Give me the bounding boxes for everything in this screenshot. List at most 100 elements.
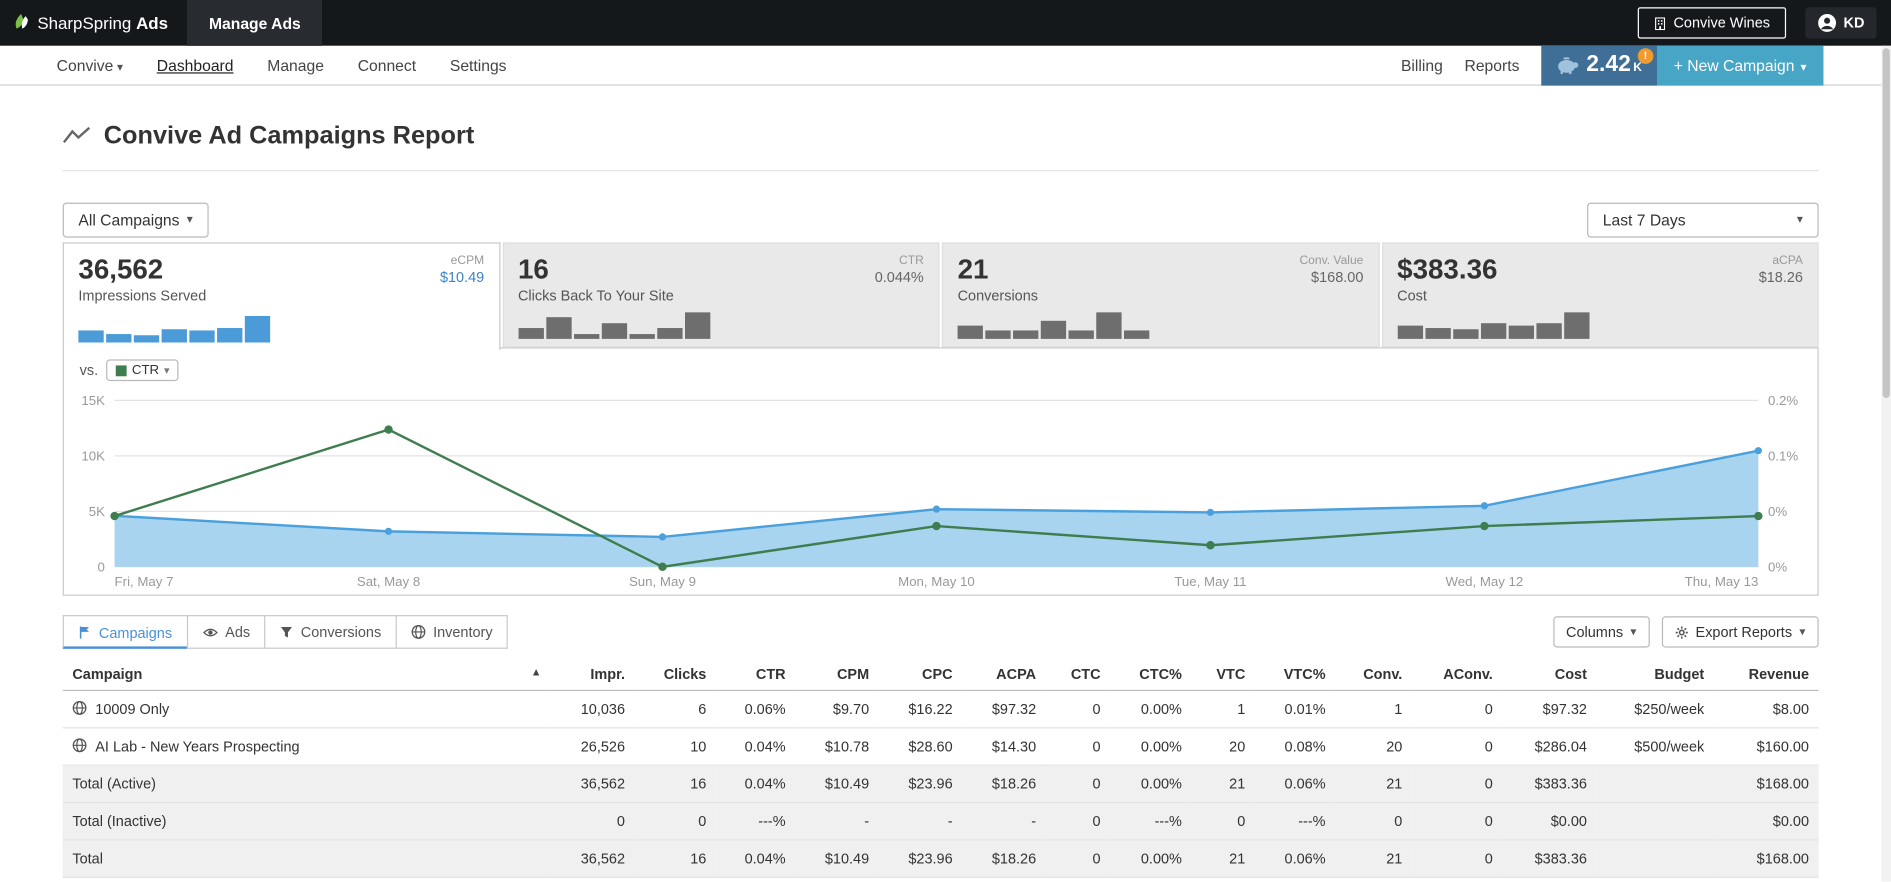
metric-card-conversions[interactable]: 21 Conversions Conv. Value $168.00 <box>941 242 1380 348</box>
cell-acpa: $97.32 <box>962 690 1046 729</box>
mini-bar-chart <box>957 312 1150 339</box>
svg-text:15K: 15K <box>81 393 105 408</box>
campaign-filter-dropdown[interactable]: All Campaigns ▾ <box>62 202 209 238</box>
svg-text:0%: 0% <box>1768 560 1787 575</box>
metric-card-cost[interactable]: $383.36 Cost aCPA $18.26 <box>1381 242 1819 348</box>
cell-acpa: $18.26 <box>962 839 1046 878</box>
date-range-select[interactable]: Last 7 Days ▾ <box>1587 202 1819 238</box>
column-header-clicks[interactable]: Clicks <box>634 658 717 692</box>
funnel-icon <box>281 626 293 637</box>
header-row: Campaign ▲ Impr. Clicks CTR CPM CPC ACPA CTC CTC%… <box>62 658 1819 692</box>
cell-conv: 21 <box>1335 839 1412 878</box>
column-header-conv[interactable]: Conv. <box>1335 658 1412 692</box>
campaign-name-cell: Total (Active) <box>62 765 552 804</box>
tab-campaigns[interactable]: Campaigns <box>62 615 188 649</box>
cell-budget <box>1596 802 1714 841</box>
column-header-acpa[interactable]: ACPA <box>962 658 1046 692</box>
nav-item-reports[interactable]: Reports <box>1464 56 1520 75</box>
column-header-vtc[interactable]: VTC <box>1191 658 1255 692</box>
column-header-ctr[interactable]: CTR <box>716 658 796 692</box>
account-button[interactable]: Convive Wines <box>1637 7 1786 39</box>
column-header-vtc%[interactable]: VTC% <box>1254 658 1336 692</box>
flag-icon <box>79 626 89 639</box>
card-side-value: $168.00 <box>1311 268 1364 286</box>
globe-icon <box>72 700 87 715</box>
brand-logo[interactable]: SharpSpring Ads <box>0 0 187 46</box>
column-header-campaign[interactable]: Campaign ▲ <box>62 658 552 692</box>
nav-item-dashboard[interactable]: Dashboard <box>156 56 234 75</box>
new-campaign-button[interactable]: + New Campaign ▾ <box>1656 45 1824 86</box>
gear-icon <box>1675 625 1688 639</box>
campaign-link[interactable]: 10009 Only <box>95 700 170 718</box>
scrollbar-thumb[interactable] <box>1882 48 1890 398</box>
column-header-budget[interactable]: Budget <box>1596 658 1714 692</box>
cell-budget <box>1596 765 1714 804</box>
vs-label: vs. <box>79 361 99 379</box>
chevron-down-icon: ▾ <box>1796 213 1803 227</box>
nav-item-settings[interactable]: Settings <box>449 56 507 75</box>
cell-ctc%: ---% <box>1110 802 1192 841</box>
campaign-link[interactable]: AI Lab - New Years Prospecting <box>95 738 300 755</box>
export-reports-button[interactable]: Export Reports ▾ <box>1661 616 1819 648</box>
tab-label: Campaigns <box>98 624 173 641</box>
columns-button[interactable]: Columns ▾ <box>1552 616 1650 648</box>
nav-item-connect[interactable]: Connect <box>357 56 417 75</box>
brand-suffix: Ads <box>136 13 168 33</box>
account-button-label: Convive Wines <box>1673 14 1770 32</box>
cell-aconv: 0 <box>1411 839 1503 878</box>
page-scrollbar[interactable] <box>1881 45 1891 882</box>
nav-item-convive[interactable]: Convive ▾ <box>56 56 124 75</box>
mini-bar-chart <box>78 315 271 343</box>
svg-text:10K: 10K <box>81 449 105 464</box>
column-header-revenue[interactable]: Revenue <box>1713 658 1819 692</box>
card-side-label: Conv. Value <box>1299 254 1364 268</box>
cell-ctc: 0 <box>1045 690 1111 729</box>
column-header-aconv[interactable]: AConv. <box>1411 658 1503 692</box>
column-header-cost[interactable]: Cost <box>1502 658 1597 692</box>
cell-ctr: 0.04% <box>716 839 796 878</box>
column-header-cpm[interactable]: CPM <box>795 658 879 692</box>
svg-text:Fri, May 7: Fri, May 7 <box>115 574 174 589</box>
cell-budget <box>1596 839 1714 878</box>
chevron-down-icon: ▾ <box>1800 60 1807 75</box>
card-label: Conversions <box>957 287 1039 304</box>
column-header-cpc[interactable]: CPC <box>878 658 963 692</box>
svg-text:Thu, May 13: Thu, May 13 <box>1685 574 1759 589</box>
page-title-row: Convive Ad Campaigns Report <box>62 122 1819 172</box>
column-header-ctc%[interactable]: CTC% <box>1110 658 1192 692</box>
column-header-impr[interactable]: Impr. <box>551 658 635 692</box>
metric-card-clicks-back-to-your-site[interactable]: 16 Clicks Back To Your Site CTR 0.044% <box>502 242 940 348</box>
nav-item-billing[interactable]: Billing <box>1400 56 1443 75</box>
table-row-total: Total (Active) 36,562 16 0.04% $10.49 $23.96 $… <box>62 765 1819 804</box>
card-value: 36,562 <box>78 253 164 285</box>
cell-acpa: $18.26 <box>962 765 1046 804</box>
topbar: SharpSpring Ads Manage Ads Convive Wines… <box>0 0 1891 46</box>
tab-inventory[interactable]: Inventory <box>395 615 509 649</box>
sort-asc-icon: ▲ <box>530 665 542 678</box>
cell-cost: $97.32 <box>1502 690 1597 729</box>
table-row-total: Total (Inactive) 0 0 ---% - - -0 ---% 0 ---% 0 0 $0.… <box>62 802 1819 841</box>
cell-vtc%: 0.08% <box>1254 727 1336 766</box>
tab-conversions[interactable]: Conversions <box>264 615 397 649</box>
table-row-total: Total 36,562 16 0.04% $10.49 $23.96 $18.26 0 0.0… <box>62 839 1819 878</box>
tab-manage-ads[interactable]: Manage Ads <box>187 0 323 46</box>
ad-balance-badge[interactable]: 2.42 K ! <box>1541 45 1657 86</box>
nav-right: Billing Reports 2.42 K ! + New Campaign ▾ <box>1400 45 1891 86</box>
cell-budget: $250/week <box>1596 690 1714 729</box>
column-header-ctc[interactable]: CTC <box>1045 658 1111 692</box>
cell-clicks: 16 <box>634 839 717 878</box>
card-side-label: aCPA <box>1772 254 1803 268</box>
svg-text:Tue, May 11: Tue, May 11 <box>1174 574 1246 589</box>
cell-acpa: $14.30 <box>962 727 1046 766</box>
navbar: Convive ▾ Dashboard Manage Connect Settin… <box>0 45 1891 86</box>
metric-card-impressions-served[interactable]: 36,562 Impressions Served eCPM $10.49 <box>62 242 500 350</box>
tab-ads[interactable]: Ads <box>186 615 266 649</box>
user-menu[interactable]: KD <box>1804 7 1877 39</box>
compare-metric-selector[interactable]: CTR ▾ <box>106 359 180 382</box>
nav-item-manage[interactable]: Manage <box>267 56 324 75</box>
cell-cpm: $9.70 <box>795 690 879 729</box>
table-header: Campaign ▲ Impr. Clicks CTR CPM CPC ACPA CTC CTC%… <box>62 658 1819 692</box>
cell-conv: 21 <box>1335 765 1412 804</box>
svg-text:5K: 5K <box>89 504 105 519</box>
nav-left: Convive ▾ Dashboard Manage Connect Settin… <box>57 56 507 74</box>
